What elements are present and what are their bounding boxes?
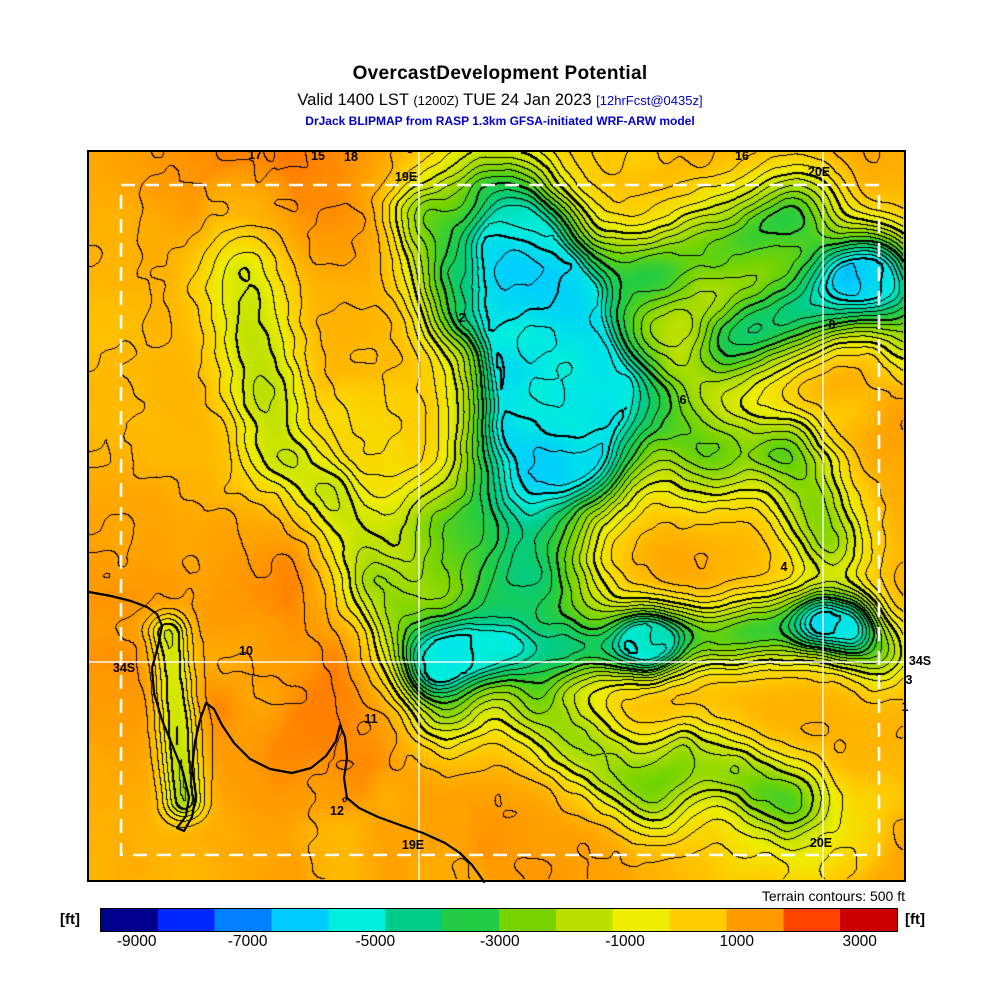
colorbar-tick-label: -5000: [355, 933, 396, 950]
colorbar-tick-label: 3000: [842, 933, 877, 950]
colorbar-ticks: -9000 -7000 -5000 -3000 -1000 1000 3000: [100, 933, 898, 955]
map-grid-label: 2: [459, 311, 466, 325]
map-grid-label: 11: [364, 712, 377, 726]
map-grid-label: 6: [680, 393, 687, 407]
valid-zulu-time: (1200Z): [413, 93, 459, 108]
terrain-contour-note: Terrain contours: 500 ft: [761, 888, 905, 904]
valid-date: TUE 24 Jan 2023: [463, 91, 592, 109]
colorbar: [100, 908, 898, 932]
forecast-tag: [12hrFcst@0435z]: [596, 93, 703, 108]
map-grid-label: 19E: [395, 170, 417, 184]
map-grid-label: 17: [248, 148, 262, 162]
valid-prefix: Valid 1400 LST: [297, 91, 409, 109]
page-title: OvercastDevelopment Potential: [352, 63, 648, 84]
model-description: DrJack BLIPMAP from RASP 1.3km GFSA-init…: [305, 114, 695, 128]
valid-line: Valid 1400 LST (1200Z) TUE 24 Jan 2023 […: [0, 91, 1000, 110]
colorbar-tick-label: 1000: [719, 933, 755, 950]
map-grid-label: 1: [902, 700, 909, 714]
map-grid-label: 15: [311, 149, 325, 163]
map-grid-label: 34S: [909, 654, 931, 668]
map-grid-label: 16: [735, 149, 749, 163]
terrain-map-canvas: [89, 152, 904, 880]
forecast-map: 17 15 18 16 19E 20E 2 8 6 4 10 34S 34S 3 1 11 12 19E 20E: [87, 148, 931, 884]
map-grid-label: 4: [781, 560, 788, 574]
colorbar-tick-label: -3000: [479, 933, 520, 950]
coastline: [87, 590, 486, 884]
map-grid-label: 34S: [113, 661, 135, 675]
map-grid-label: 20E: [808, 165, 830, 179]
colorbar-tick-label: -1000: [605, 933, 645, 950]
colorbar-tick-label: -7000: [227, 933, 268, 950]
model-domain-dashed-box: [119, 183, 881, 857]
map-grid-label: 8: [829, 318, 836, 332]
colorbar-unit-left: [ft]: [60, 911, 80, 928]
colorbar-tick-label: -9000: [116, 933, 157, 950]
map-grid-label: 19E: [402, 838, 424, 852]
map-grid-label: 18: [344, 150, 358, 164]
map-grid-label: 3: [906, 673, 913, 687]
map-grid-label: 12: [330, 804, 344, 818]
colorbar-unit-right: [ft]: [905, 911, 925, 928]
map-grid-label: 20E: [810, 836, 832, 850]
map-grid-label: 10: [239, 644, 253, 658]
